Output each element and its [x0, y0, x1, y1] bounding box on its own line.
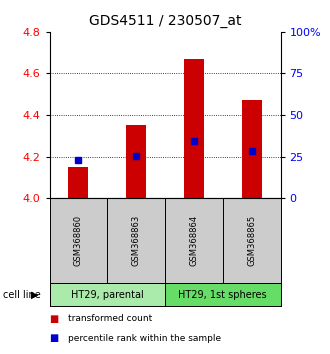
Text: HT29, parental: HT29, parental [71, 290, 144, 300]
Bar [184, 59, 204, 198]
Text: transformed count: transformed count [68, 314, 152, 323]
Text: HT29, 1st spheres: HT29, 1st spheres [179, 290, 267, 300]
Text: GSM368863: GSM368863 [132, 215, 141, 266]
Bar [126, 125, 146, 198]
Text: GDS4511 / 230507_at: GDS4511 / 230507_at [89, 14, 241, 28]
Bar [242, 101, 262, 198]
Text: ■: ■ [50, 333, 59, 343]
Text: GSM368860: GSM368860 [74, 215, 83, 266]
Bar [50, 283, 165, 306]
Text: ▶: ▶ [31, 290, 38, 300]
Text: GSM368865: GSM368865 [247, 215, 256, 266]
Text: cell line: cell line [3, 290, 41, 300]
Text: percentile rank within the sample: percentile rank within the sample [68, 333, 221, 343]
Bar [68, 167, 88, 198]
Bar [165, 283, 280, 306]
Text: ■: ■ [50, 314, 59, 324]
Text: GSM368864: GSM368864 [189, 215, 198, 266]
